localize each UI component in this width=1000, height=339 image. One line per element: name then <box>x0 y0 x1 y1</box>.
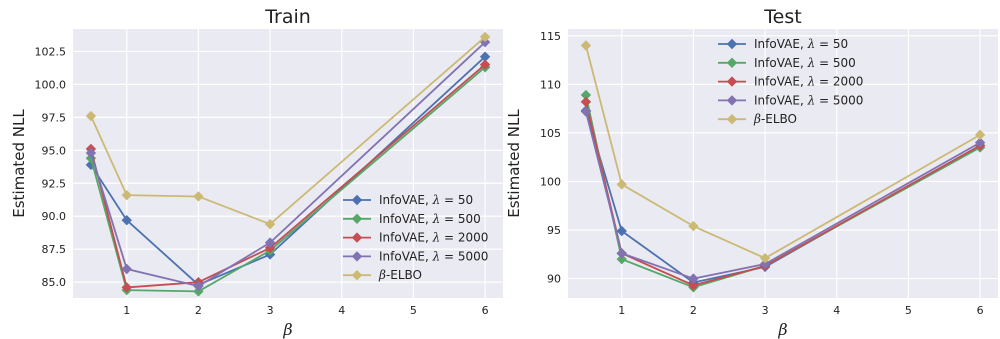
x-tick-label: 1 <box>123 304 130 317</box>
y-tick-label: 110 <box>540 78 561 91</box>
data-point <box>193 280 204 292</box>
data-point <box>264 218 276 230</box>
data-point <box>580 106 592 117</box>
data-point <box>580 89 592 101</box>
legend-swatch-marker <box>726 57 738 68</box>
legend: InfoVAE, λ = 50 InfoVAE, λ = 500 InfoVAE, … <box>718 37 863 126</box>
data-point <box>121 263 132 275</box>
data-point <box>121 215 132 226</box>
legend-swatch-marker <box>726 114 738 125</box>
legend-label: β-ELBO <box>378 268 422 282</box>
data-point <box>688 273 699 284</box>
legend-swatch-marker <box>351 232 363 243</box>
x-tick-label: 6 <box>482 304 489 317</box>
legend-swatch-marker <box>726 76 738 87</box>
y-tick-label: 100 <box>540 175 561 188</box>
x-tick-label: 4 <box>338 304 345 317</box>
data-point <box>616 179 627 190</box>
data-point <box>479 31 491 43</box>
legend-label: InfoVAE, λ = 500 <box>754 56 856 70</box>
data-point <box>264 242 276 254</box>
y-tick-label: 95.0 <box>42 144 67 157</box>
y-tick-label: 102.5 <box>35 45 67 58</box>
x-tick-label: 3 <box>267 304 274 317</box>
data-point <box>688 280 699 291</box>
legend-label: β-ELBO <box>753 112 797 126</box>
data-point <box>580 96 592 108</box>
x-axis-label: β <box>282 320 292 339</box>
data-point <box>616 253 627 265</box>
x-tick-label: 2 <box>195 304 202 317</box>
series-line <box>85 36 491 292</box>
legend: InfoVAE, λ = 50 InfoVAE, λ = 500 InfoVAE, … <box>343 193 488 282</box>
chart-train: 1 2 3 4 5 6 85.0 87.5 90.0 92.5 95.0 97.5 100.0 102.5… <box>10 6 503 339</box>
data-point <box>193 191 204 202</box>
legend-label: InfoVAE, λ = 5000 <box>754 93 863 107</box>
data-point <box>85 153 97 164</box>
data-point <box>616 225 627 237</box>
legend-swatch-marker <box>726 95 738 106</box>
legend-label: InfoVAE, λ = 2000 <box>754 75 863 89</box>
data-point <box>121 282 132 293</box>
x-tick-label: 6 <box>977 304 984 317</box>
legend-swatch-marker <box>351 270 363 281</box>
data-point <box>616 248 627 259</box>
y-tick-label: 97.5 <box>42 111 67 124</box>
data-point <box>85 110 97 122</box>
data-point <box>479 59 491 70</box>
y-tick-label: 90 <box>547 273 561 286</box>
y-tick-label: 87.5 <box>42 243 67 256</box>
y-axis-label: Estimated NLL <box>10 109 28 218</box>
series-line <box>580 106 986 284</box>
data-point <box>759 258 771 270</box>
plot-area <box>73 29 503 298</box>
data-point <box>121 189 132 201</box>
y-tick-label: 115 <box>540 30 561 43</box>
x-tick-label: 1 <box>618 304 625 317</box>
legend-swatch-marker <box>351 213 363 224</box>
y-tick-label: 105 <box>540 127 561 140</box>
data-point <box>688 220 699 232</box>
y-tick-label: 90.0 <box>42 210 67 223</box>
data-point <box>479 51 491 62</box>
series-line <box>580 40 986 264</box>
data-point <box>974 137 986 148</box>
series-line <box>85 31 491 230</box>
y-tick-label: 95 <box>547 224 561 237</box>
chart-test: 1 2 3 4 5 6 90 95 100 105 110 115 Test β Estimated NLL… <box>505 6 998 339</box>
chart-title: Train <box>264 6 311 28</box>
x-tick-label: 4 <box>833 304 840 317</box>
data-point <box>193 286 204 297</box>
y-tick-label: 85.0 <box>42 276 67 289</box>
x-tick-label: 2 <box>690 304 697 317</box>
data-point <box>759 252 771 264</box>
x-axis-label: β <box>777 320 787 339</box>
legend-label: InfoVAE, λ = 2000 <box>379 231 488 245</box>
legend-swatch-marker <box>351 194 363 206</box>
data-point <box>580 40 592 51</box>
data-point <box>974 129 986 141</box>
legend-label: InfoVAE, λ = 5000 <box>379 249 488 263</box>
y-tick-label: 92.5 <box>42 177 67 190</box>
legend-swatch-marker <box>726 38 738 50</box>
x-tick-label: 5 <box>410 304 417 317</box>
x-tick-label: 3 <box>762 304 769 317</box>
x-tick-label: 5 <box>905 304 912 317</box>
legend-swatch-marker <box>351 251 363 262</box>
y-axis-label: Estimated NLL <box>505 109 523 218</box>
chart-title: Test <box>763 6 801 28</box>
y-tick-label: 100.0 <box>35 78 67 91</box>
legend-label: InfoVAE, λ = 500 <box>379 212 481 226</box>
data-point <box>264 237 276 248</box>
data-point <box>85 147 97 159</box>
legend-label: InfoVAE, λ = 50 <box>754 37 848 51</box>
data-point <box>479 36 491 48</box>
legend-label: InfoVAE, λ = 50 <box>379 193 473 207</box>
